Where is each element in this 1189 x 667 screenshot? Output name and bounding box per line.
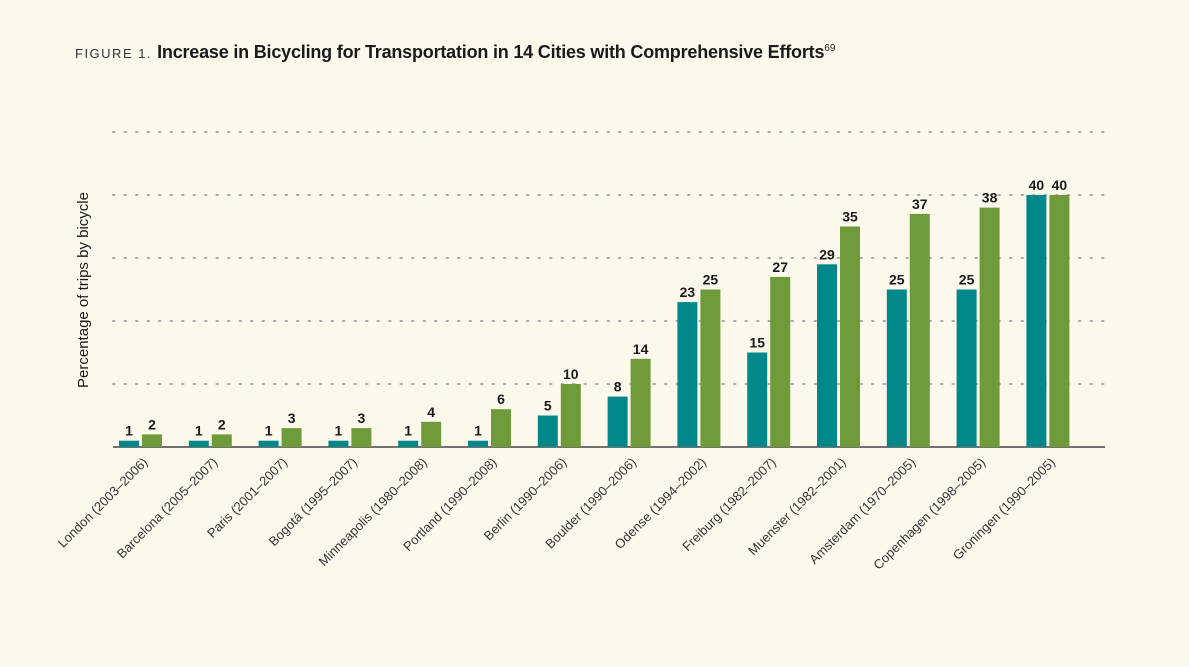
data-label: 2 <box>148 416 156 432</box>
bar <box>677 302 698 447</box>
data-label: 25 <box>703 272 719 288</box>
bar <box>956 289 977 447</box>
data-label: 1 <box>125 423 133 439</box>
data-label: 37 <box>912 196 928 212</box>
y-axis-label: Percentage of trips by bicycle <box>75 192 92 388</box>
data-label: 10 <box>563 366 579 382</box>
bar <box>630 358 651 447</box>
bar <box>537 415 558 447</box>
x-tick-label: Copenhagen (1998–2005) <box>870 455 988 573</box>
data-label: 14 <box>633 341 649 357</box>
data-label: 35 <box>842 209 858 225</box>
data-label: 27 <box>772 259 788 275</box>
bar <box>491 409 511 447</box>
bar <box>351 428 372 447</box>
data-label: 5 <box>544 398 552 414</box>
data-label: 25 <box>959 272 975 288</box>
bar <box>328 440 349 447</box>
bar <box>119 440 139 447</box>
title-text: Increase in Bicycling for Transportation… <box>157 42 825 62</box>
bar <box>607 396 628 447</box>
data-label: 8 <box>614 379 622 395</box>
bar <box>142 434 162 447</box>
bar <box>258 440 279 447</box>
figure-label: FIGURE 1. <box>75 46 153 61</box>
bar <box>840 226 860 447</box>
data-label: 23 <box>680 284 696 300</box>
bar <box>560 384 581 447</box>
data-label: 1 <box>404 423 412 439</box>
bar <box>1049 195 1070 447</box>
data-label: 4 <box>427 404 435 420</box>
bar <box>211 434 232 447</box>
data-label: 3 <box>358 410 366 426</box>
data-label: 29 <box>819 246 835 262</box>
bar <box>770 276 791 447</box>
data-label: 1 <box>474 423 482 439</box>
data-label: 15 <box>749 335 765 351</box>
bar <box>281 428 302 447</box>
bar <box>468 440 488 447</box>
data-label: 6 <box>497 391 505 407</box>
data-label: 1 <box>265 423 273 439</box>
bar <box>700 289 721 447</box>
data-label: 3 <box>288 410 296 426</box>
data-label: 40 <box>1052 177 1068 193</box>
data-label: 25 <box>889 272 905 288</box>
data-label: 40 <box>1029 177 1045 193</box>
chart-title: FIGURE 1. Increase in Bicycling for Tran… <box>75 42 835 63</box>
title-footnote: 69 <box>824 43 836 54</box>
bar <box>398 440 419 447</box>
bar <box>886 289 907 447</box>
data-label: 1 <box>195 423 203 439</box>
bar <box>747 352 768 447</box>
data-label: 1 <box>335 423 343 439</box>
bar <box>979 207 1000 447</box>
bar <box>909 213 930 447</box>
bar <box>1026 195 1047 447</box>
bar <box>188 440 209 447</box>
data-label: 38 <box>982 190 998 206</box>
data-label: 2 <box>218 416 226 432</box>
bar <box>817 264 837 447</box>
bar <box>421 421 442 447</box>
